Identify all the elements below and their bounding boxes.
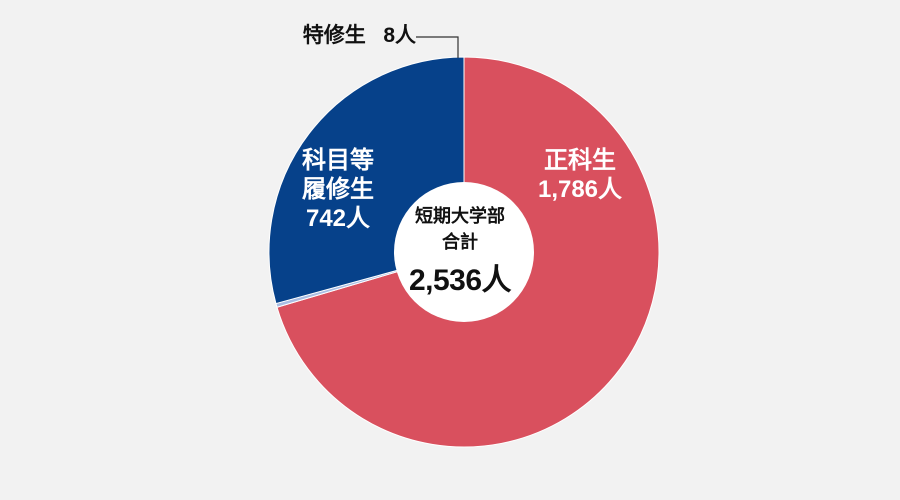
slice-value-regular: 1,786人 [537,176,623,203]
slice-label-special: 特修生 8人 [276,22,416,50]
slice-label-regular: 正科生 1,786人 [510,146,650,204]
center-title-line2: 合計 [442,232,478,252]
center-title-line1: 短期大学部 [415,206,505,226]
center-hole [394,182,534,322]
slice-name-special: 特修生 [302,24,366,47]
slice-name-regular: 正科生 [544,147,616,174]
slice-value-credit: 742人 [305,205,371,232]
leader-line-special [416,36,459,58]
slice-label-credit: 科目等 履修生 742人 [278,146,398,233]
center-title: 短期大学部 合計 [395,203,525,255]
center-total: 2,536人 [408,264,512,297]
slice-name-credit-line2: 履修生 [302,176,374,203]
slice-value-special: 8人 [383,24,416,47]
slice-name-credit-line1: 科目等 [302,147,374,174]
